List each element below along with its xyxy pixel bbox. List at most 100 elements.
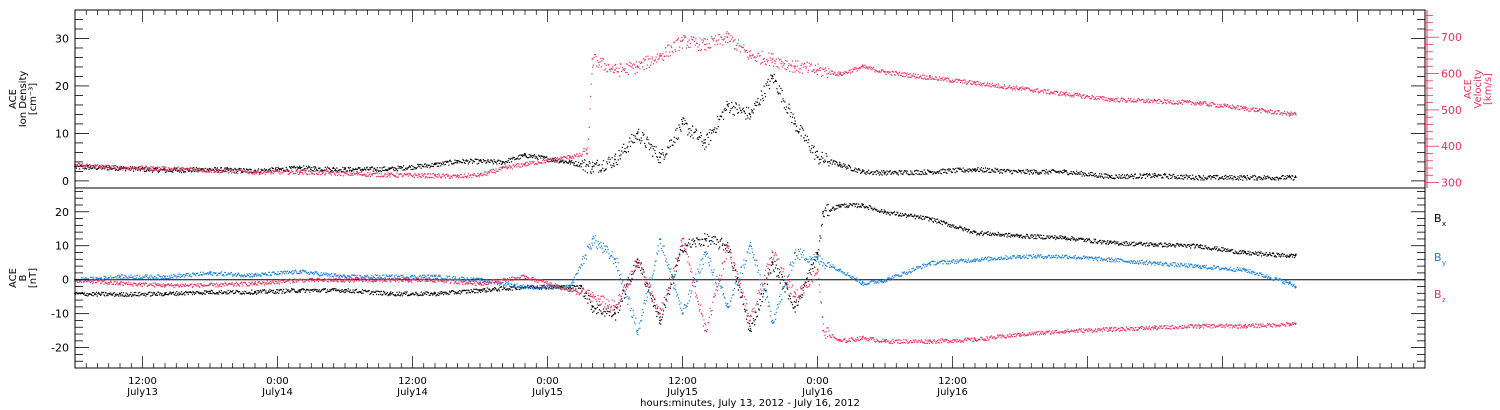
data-point-density [683,123,686,125]
data-point-density [797,131,799,133]
data-point-density [1275,176,1277,178]
data-point-bx [763,288,765,290]
data-point-bx [96,295,98,297]
data-point-density [187,170,189,172]
data-point-density [1016,171,1018,173]
data-point-density [656,156,658,158]
data-point-velocity [408,172,410,174]
data-point-velocity [256,171,258,173]
data-point-density [1130,173,1132,175]
data-point-velocity [725,32,727,35]
data-point-velocity [486,173,488,175]
data-point-density [430,165,432,167]
data-point-velocity [702,40,704,42]
data-point-density [812,152,814,154]
data-point-velocity [1136,101,1138,103]
data-point-bx [122,295,124,297]
data-point-density [188,170,190,172]
data-point-density [814,151,816,153]
data-point-velocity [1293,113,1295,115]
data-point-density [629,137,631,139]
data-point-density [1288,174,1290,176]
data-point-density [538,155,540,158]
data-point-velocity [846,72,848,74]
data-point-density [421,164,423,166]
data-point-density [484,160,486,162]
data-point-velocity [681,40,684,42]
data-point-velocity [1038,92,1040,94]
data-point-density [804,140,806,142]
data-point-density [888,171,890,173]
data-point-velocity [159,168,161,170]
data-point-velocity [1209,103,1211,105]
data-point-velocity [406,172,408,175]
data-point-bx [567,288,569,290]
data-point-density [896,173,898,175]
data-point-bx [843,203,845,205]
data-point-velocity [317,173,319,175]
data-point-density [1034,172,1037,174]
data-point-velocity [841,74,843,76]
data-point-bx [707,245,709,247]
data-point-velocity [1258,109,1260,111]
data-point-density [882,171,884,173]
data-point-bx [945,223,947,225]
data-point-density [1206,178,1208,180]
data-point-bx [240,292,242,294]
data-point-density [576,164,578,166]
data-point-density [1074,172,1076,174]
data-point-velocity [297,173,299,175]
data-point-density [745,118,747,120]
data-point-bx [193,292,195,294]
data-point-density [674,141,676,144]
data-point-density [1274,177,1276,179]
data-point-velocity [878,70,881,72]
data-point-velocity [332,170,334,172]
data-point-bx [242,291,244,293]
data-point-velocity [1123,99,1125,101]
data-point-density [345,167,347,169]
data-point-velocity [236,169,238,171]
data-point-velocity [1168,101,1170,103]
data-point-bx [233,292,235,294]
data-point-velocity [803,63,805,65]
data-point-density [935,172,937,174]
data-point-bx [106,295,108,297]
data-point-density [1224,177,1226,180]
data-point-bx [924,217,926,219]
data-point-density [923,169,925,171]
data-point-bx [213,292,215,294]
data-point-bx [285,288,287,290]
data-point-density [187,168,189,170]
data-point-density [748,112,750,114]
data-point-density [1223,175,1226,177]
data-point-density [744,112,746,114]
data-point-density [1230,178,1232,180]
data-point-velocity [604,68,607,70]
data-point-density [150,169,152,171]
data-point-density [619,155,621,157]
data-point-velocity [419,173,421,175]
data-point-bx [93,292,95,294]
data-point-velocity [122,166,125,168]
data-point-velocity [1017,88,1019,90]
data-point-bx [754,324,756,326]
data-point-bx [314,289,316,291]
data-point-velocity [271,172,273,174]
data-point-bx [586,292,588,295]
data-point-density [298,167,300,169]
data-point-bx [737,277,739,279]
data-point-velocity [175,170,177,172]
data-point-velocity [1196,102,1198,104]
data-point-bx [891,212,893,214]
data-point-bx [581,290,583,292]
data-point-bx [925,216,927,218]
data-point-density [230,170,232,172]
data-point-density [382,169,384,171]
data-point-bx [785,282,787,285]
data-point-density [866,171,868,173]
data-point-velocity [842,72,844,74]
data-point-velocity [630,62,632,64]
data-point-bx [689,246,692,248]
data-point-bx [702,238,704,240]
